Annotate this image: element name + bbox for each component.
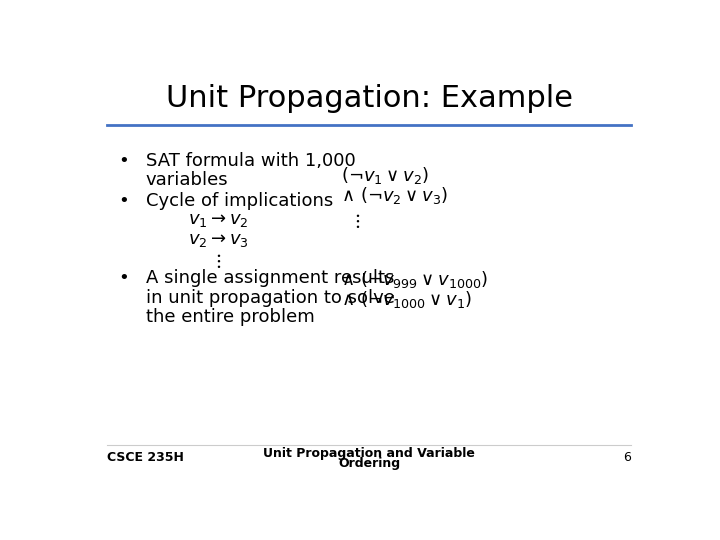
Text: $v_1 \rightarrow v_2$: $v_1 \rightarrow v_2$ (188, 212, 248, 230)
Text: •: • (118, 192, 129, 210)
Text: Cycle of implications: Cycle of implications (145, 192, 333, 210)
Text: SAT formula with 1,000: SAT formula with 1,000 (145, 152, 356, 170)
Text: Ordering: Ordering (338, 457, 400, 470)
Text: the entire problem: the entire problem (145, 308, 315, 326)
Text: Unit Propagation and Variable: Unit Propagation and Variable (263, 447, 475, 460)
Text: ⋮: ⋮ (213, 253, 222, 270)
Text: $\wedge\ (\neg v_{1000} \vee v_1)$: $\wedge\ (\neg v_{1000} \vee v_1)$ (341, 288, 472, 309)
Text: $(\neg v_1 \vee v_2)$: $(\neg v_1 \vee v_2)$ (341, 165, 429, 186)
Text: •: • (118, 269, 129, 287)
Text: CSCE 235H: CSCE 235H (107, 451, 184, 464)
Text: •: • (118, 152, 129, 170)
Text: 6: 6 (624, 451, 631, 464)
Text: $v_2 \rightarrow v_3$: $v_2 \rightarrow v_3$ (188, 232, 248, 249)
Text: in unit propagation to solve: in unit propagation to solve (145, 288, 395, 307)
Text: variables: variables (145, 171, 228, 189)
Text: $\wedge\ (\neg v_{999} \vee v_{1000})$: $\wedge\ (\neg v_{999} \vee v_{1000})$ (341, 268, 488, 289)
Text: Unit Propagation: Example: Unit Propagation: Example (166, 84, 572, 113)
Text: ⋮: ⋮ (352, 212, 362, 230)
Text: $\wedge\ (\neg v_2 \vee v_3)$: $\wedge\ (\neg v_2 \vee v_3)$ (341, 185, 449, 206)
Text: A single assignment results: A single assignment results (145, 269, 394, 287)
